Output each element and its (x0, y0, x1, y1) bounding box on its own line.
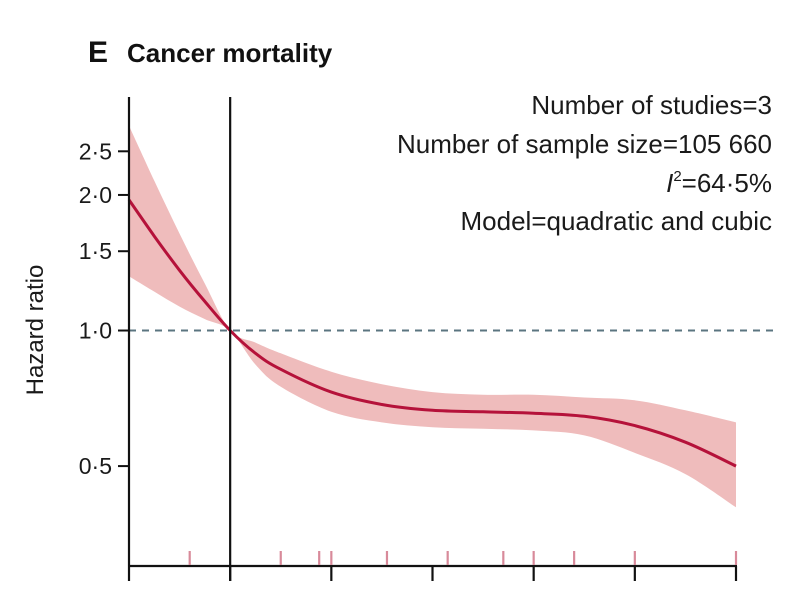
y-tick-label: 0·5 (79, 453, 112, 479)
annotation-studies: Number of studies=3 (531, 90, 772, 120)
confidence-band (129, 125, 736, 508)
i2-symbol: I (666, 168, 673, 198)
hazard-ratio-curve (127, 199, 737, 468)
panel-label: E (88, 36, 108, 69)
rug-marks (188, 551, 738, 565)
y-ticks: 0·5 1·0 1·5 2·0 2·5 (79, 138, 129, 479)
confidence-band-layer (129, 125, 736, 508)
y-tick-label: 2·0 (79, 182, 112, 208)
chart-title: Cancer mortality (127, 38, 333, 68)
y-tick-label: 1·5 (79, 238, 112, 264)
y-axis-label: Hazard ratio (22, 265, 49, 396)
x-ticks (127, 566, 738, 581)
i2-superscript: 2 (673, 168, 681, 185)
curve-layer (127, 199, 737, 468)
i2-value: =64·5% (682, 168, 772, 198)
annotation-i2: I2=64·5% (666, 168, 772, 198)
y-tick-label: 1·0 (79, 318, 112, 344)
annotation-model: Model=quadratic and cubic (461, 206, 772, 236)
y-tick-label: 2·5 (79, 138, 112, 164)
annotation-sample-size: Number of sample size=105 660 (397, 129, 772, 159)
